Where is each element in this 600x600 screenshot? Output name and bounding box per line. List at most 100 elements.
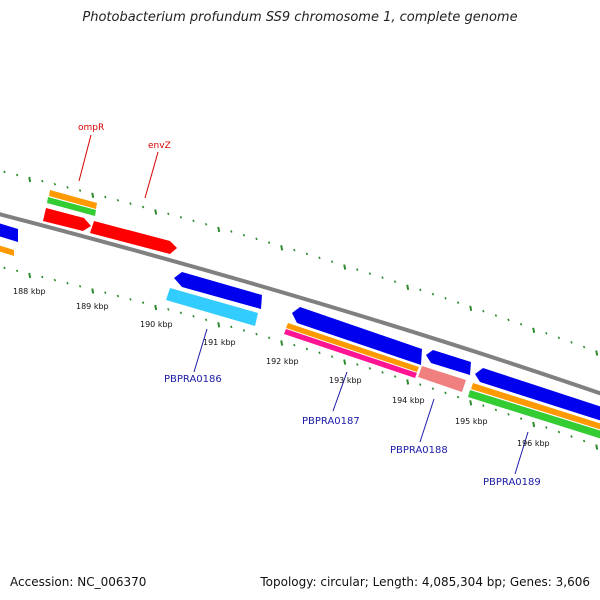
tick-mark <box>129 297 132 301</box>
tick-mark <box>381 371 384 374</box>
genome-backbone <box>0 212 600 396</box>
gene-arrow-PBPRA0188-pink[interactable] <box>418 366 466 392</box>
tick-mark <box>78 189 82 192</box>
tick-mark <box>154 209 158 215</box>
tick-mark <box>28 272 32 279</box>
tick-mark <box>356 268 359 271</box>
tick-mark <box>419 383 422 386</box>
gene-arrow-PBPRA0187-blue[interactable] <box>292 307 422 365</box>
tick-mark <box>15 173 19 177</box>
kbp-label-193: 193 kbp <box>329 376 362 385</box>
tick-mark <box>381 276 384 279</box>
tick-mark <box>469 305 473 311</box>
kbp-label-192: 192 kbp <box>266 357 299 366</box>
leader-PBPRA0186 <box>193 328 208 373</box>
tick-mark <box>53 182 57 186</box>
tick-mark <box>444 391 447 395</box>
tick-mark <box>217 226 221 233</box>
gene-label-PBPRA0188[interactable]: PBPRA0188 <box>390 445 448 456</box>
tick-mark <box>456 301 460 304</box>
kbp-label-196: 196 kbp <box>517 439 550 448</box>
inner-tick-track <box>3 266 599 450</box>
tick-mark <box>179 215 183 219</box>
gene-label-PBPRA0186[interactable]: PBPRA0186 <box>164 374 222 385</box>
tick-mark <box>570 341 573 344</box>
tick-mark <box>91 288 95 294</box>
tick-mark <box>305 252 309 256</box>
tick-mark <box>532 327 536 333</box>
tick-mark <box>456 395 460 399</box>
gene-arrow-PBPRA0186-blue[interactable] <box>174 272 262 309</box>
tick-mark <box>318 256 321 260</box>
tick-mark <box>192 314 195 318</box>
tick-mark <box>53 278 57 282</box>
gene-label-ompR[interactable]: ompR <box>78 123 104 133</box>
tick-mark <box>330 355 334 359</box>
gene-arrow-PBPRA0189-blue[interactable] <box>475 368 600 422</box>
gene-arrow-ompR[interactable] <box>43 208 91 231</box>
leader-envZ <box>144 151 159 199</box>
gene-label-envZ[interactable]: envZ <box>148 141 171 151</box>
tick-mark <box>280 245 284 251</box>
leader-PBPRA0187 <box>332 371 348 412</box>
gene-arrow-blue-left[interactable] <box>0 222 18 242</box>
gene-arrow-PBPRA0186-cyan[interactable] <box>166 288 258 326</box>
tick-mark <box>545 331 548 335</box>
tick-mark <box>356 363 359 366</box>
tick-mark <box>519 322 523 326</box>
tick-mark <box>41 179 44 183</box>
feature-bar-green-PBPRA0189 <box>468 390 600 439</box>
tick-mark <box>78 284 82 288</box>
tick-mark <box>242 233 246 237</box>
tick-mark <box>255 332 258 336</box>
tick-mark <box>267 241 271 244</box>
tick-mark <box>192 219 195 223</box>
tick-mark <box>41 275 44 279</box>
feature-bar-orange-PBPRA0187 <box>286 323 419 372</box>
tick-mark <box>545 426 548 429</box>
kbp-label-188: 188 kbp <box>13 287 46 296</box>
tick-mark <box>406 379 410 385</box>
tick-mark <box>582 345 586 349</box>
leader-ompR <box>78 134 92 182</box>
kbp-label-195: 195 kbp <box>455 417 488 426</box>
accession-text: Accession: NC_006370 <box>10 575 147 589</box>
gene-label-PBPRA0187[interactable]: PBPRA0187 <box>302 416 360 427</box>
tick-mark <box>368 367 372 370</box>
tick-mark <box>230 325 233 329</box>
kbp-label-190: 190 kbp <box>140 320 173 329</box>
tick-mark <box>91 192 95 198</box>
tick-mark <box>343 264 347 270</box>
feature-bar-orange-PBPRA0189 <box>471 383 600 430</box>
feature-bar-magenta-PBPRA0187 <box>284 329 417 378</box>
feature-bar-orange-left <box>0 245 14 256</box>
gene-arrow-PBPRA0188-blue[interactable] <box>426 350 471 375</box>
tick-mark <box>330 260 334 264</box>
tick-mark <box>532 421 536 428</box>
tick-mark <box>217 322 221 328</box>
tick-mark <box>393 375 397 378</box>
tick-mark <box>368 272 372 275</box>
leader-PBPRA0188 <box>419 398 435 443</box>
tick-mark <box>204 222 208 226</box>
tick-mark <box>305 347 309 351</box>
tick-mark <box>469 400 473 406</box>
tick-mark <box>519 417 523 420</box>
tick-mark <box>179 311 183 315</box>
gene-arrow-envZ[interactable] <box>90 221 177 254</box>
genome-summary-text: Topology: circular; Length: 4,085,304 bp… <box>260 575 590 589</box>
tick-mark <box>419 288 422 292</box>
feature-bar-orange-ompR <box>49 190 97 209</box>
tick-mark <box>66 281 69 285</box>
tick-mark <box>141 205 145 209</box>
tick-mark <box>129 202 132 205</box>
tick-mark <box>141 301 145 304</box>
map-title: Photobacterium profundum SS9 chromosome … <box>82 10 518 25</box>
tick-mark <box>507 318 510 322</box>
gene-label-PBPRA0189[interactable]: PBPRA0189 <box>483 477 541 488</box>
tick-mark <box>557 430 561 434</box>
feature-bar-green-ompR <box>47 197 96 216</box>
tick-mark <box>494 314 498 317</box>
